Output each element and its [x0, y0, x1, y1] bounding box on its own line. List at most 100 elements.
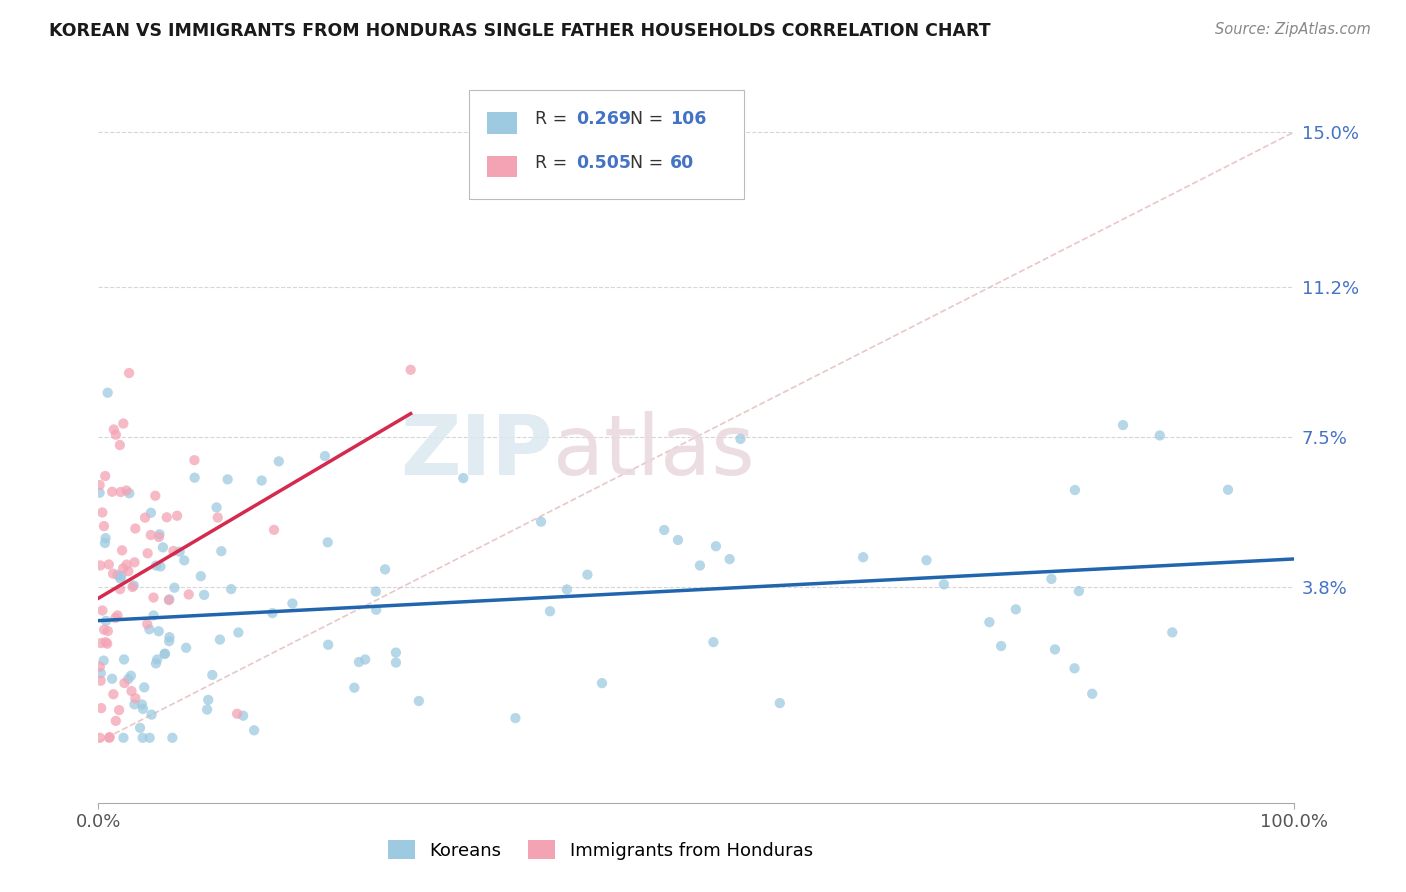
Point — [148, 530, 170, 544]
Point — [121, 580, 143, 594]
Point — [162, 544, 184, 558]
Point — [207, 510, 229, 524]
Point — [226, 706, 249, 721]
Point — [408, 694, 430, 708]
Point — [385, 656, 408, 670]
Point — [162, 731, 184, 745]
Point — [117, 564, 139, 578]
Point — [114, 676, 136, 690]
Point — [89, 558, 111, 573]
Point — [90, 666, 112, 681]
Point — [98, 731, 121, 745]
Point — [1040, 572, 1063, 586]
Point — [142, 591, 165, 605]
Point — [157, 634, 180, 648]
Point — [666, 533, 689, 547]
Point — [93, 623, 115, 637]
Point — [1067, 584, 1090, 599]
Point — [979, 615, 1001, 630]
Point — [1064, 483, 1087, 497]
Point — [852, 550, 875, 565]
Point — [117, 672, 139, 686]
Point — [104, 714, 127, 728]
Point — [152, 541, 174, 555]
Point — [110, 485, 132, 500]
Point — [718, 552, 741, 566]
Point — [555, 582, 578, 597]
Point — [138, 622, 160, 636]
Point — [316, 535, 339, 549]
Point — [250, 474, 273, 488]
Point — [197, 693, 219, 707]
Point — [146, 652, 169, 666]
Point — [90, 636, 112, 650]
Point — [156, 510, 179, 524]
Point — [124, 555, 146, 569]
Point — [118, 486, 141, 500]
Point — [107, 608, 129, 623]
Point — [159, 630, 181, 644]
Point — [98, 730, 121, 744]
Point — [136, 617, 159, 632]
Point — [1112, 418, 1135, 433]
Point — [262, 606, 284, 620]
Point — [94, 536, 117, 550]
Point — [112, 561, 135, 575]
Point — [94, 635, 117, 649]
Point — [232, 708, 254, 723]
Point — [112, 417, 135, 431]
Point — [399, 363, 422, 377]
Point — [90, 673, 112, 688]
Point — [89, 478, 111, 492]
Point — [101, 566, 124, 581]
Text: ZIP: ZIP — [401, 411, 553, 492]
Point — [1149, 428, 1171, 442]
Point — [366, 603, 388, 617]
Bar — [486, 112, 517, 134]
Point — [143, 489, 166, 503]
Point — [153, 647, 176, 661]
Point — [91, 506, 114, 520]
Point — [343, 681, 366, 695]
Point — [101, 484, 124, 499]
Point — [1161, 625, 1184, 640]
Point — [1005, 602, 1028, 616]
Point — [103, 422, 125, 436]
Text: N =: N = — [630, 153, 669, 172]
Point — [174, 640, 197, 655]
Point — [730, 432, 752, 446]
Point — [101, 672, 124, 686]
Point — [110, 572, 132, 586]
Point — [107, 568, 129, 582]
Point — [134, 510, 156, 524]
Point — [124, 521, 146, 535]
Point — [97, 558, 120, 572]
Point — [111, 543, 134, 558]
Point — [97, 385, 120, 400]
Point — [118, 366, 141, 380]
Point — [217, 472, 239, 486]
Point — [990, 639, 1012, 653]
Point — [243, 723, 266, 738]
Point — [177, 587, 200, 601]
Text: N =: N = — [630, 110, 669, 128]
Point — [209, 544, 232, 558]
Point — [505, 711, 527, 725]
Point — [112, 652, 135, 666]
Point — [142, 608, 165, 623]
Point — [228, 625, 250, 640]
Point — [108, 703, 131, 717]
Point — [145, 657, 167, 671]
Point — [530, 515, 553, 529]
Point — [96, 637, 118, 651]
Text: KOREAN VS IMMIGRANTS FROM HONDURAS SINGLE FATHER HOUSEHOLDS CORRELATION CHART: KOREAN VS IMMIGRANTS FROM HONDURAS SINGL… — [49, 22, 991, 40]
Point — [263, 523, 285, 537]
Point — [93, 654, 115, 668]
Point — [134, 681, 156, 695]
Point — [157, 593, 180, 607]
Point — [173, 553, 195, 567]
Point — [149, 559, 172, 574]
Point — [94, 614, 117, 628]
Point — [89, 659, 111, 673]
Point — [124, 698, 146, 712]
